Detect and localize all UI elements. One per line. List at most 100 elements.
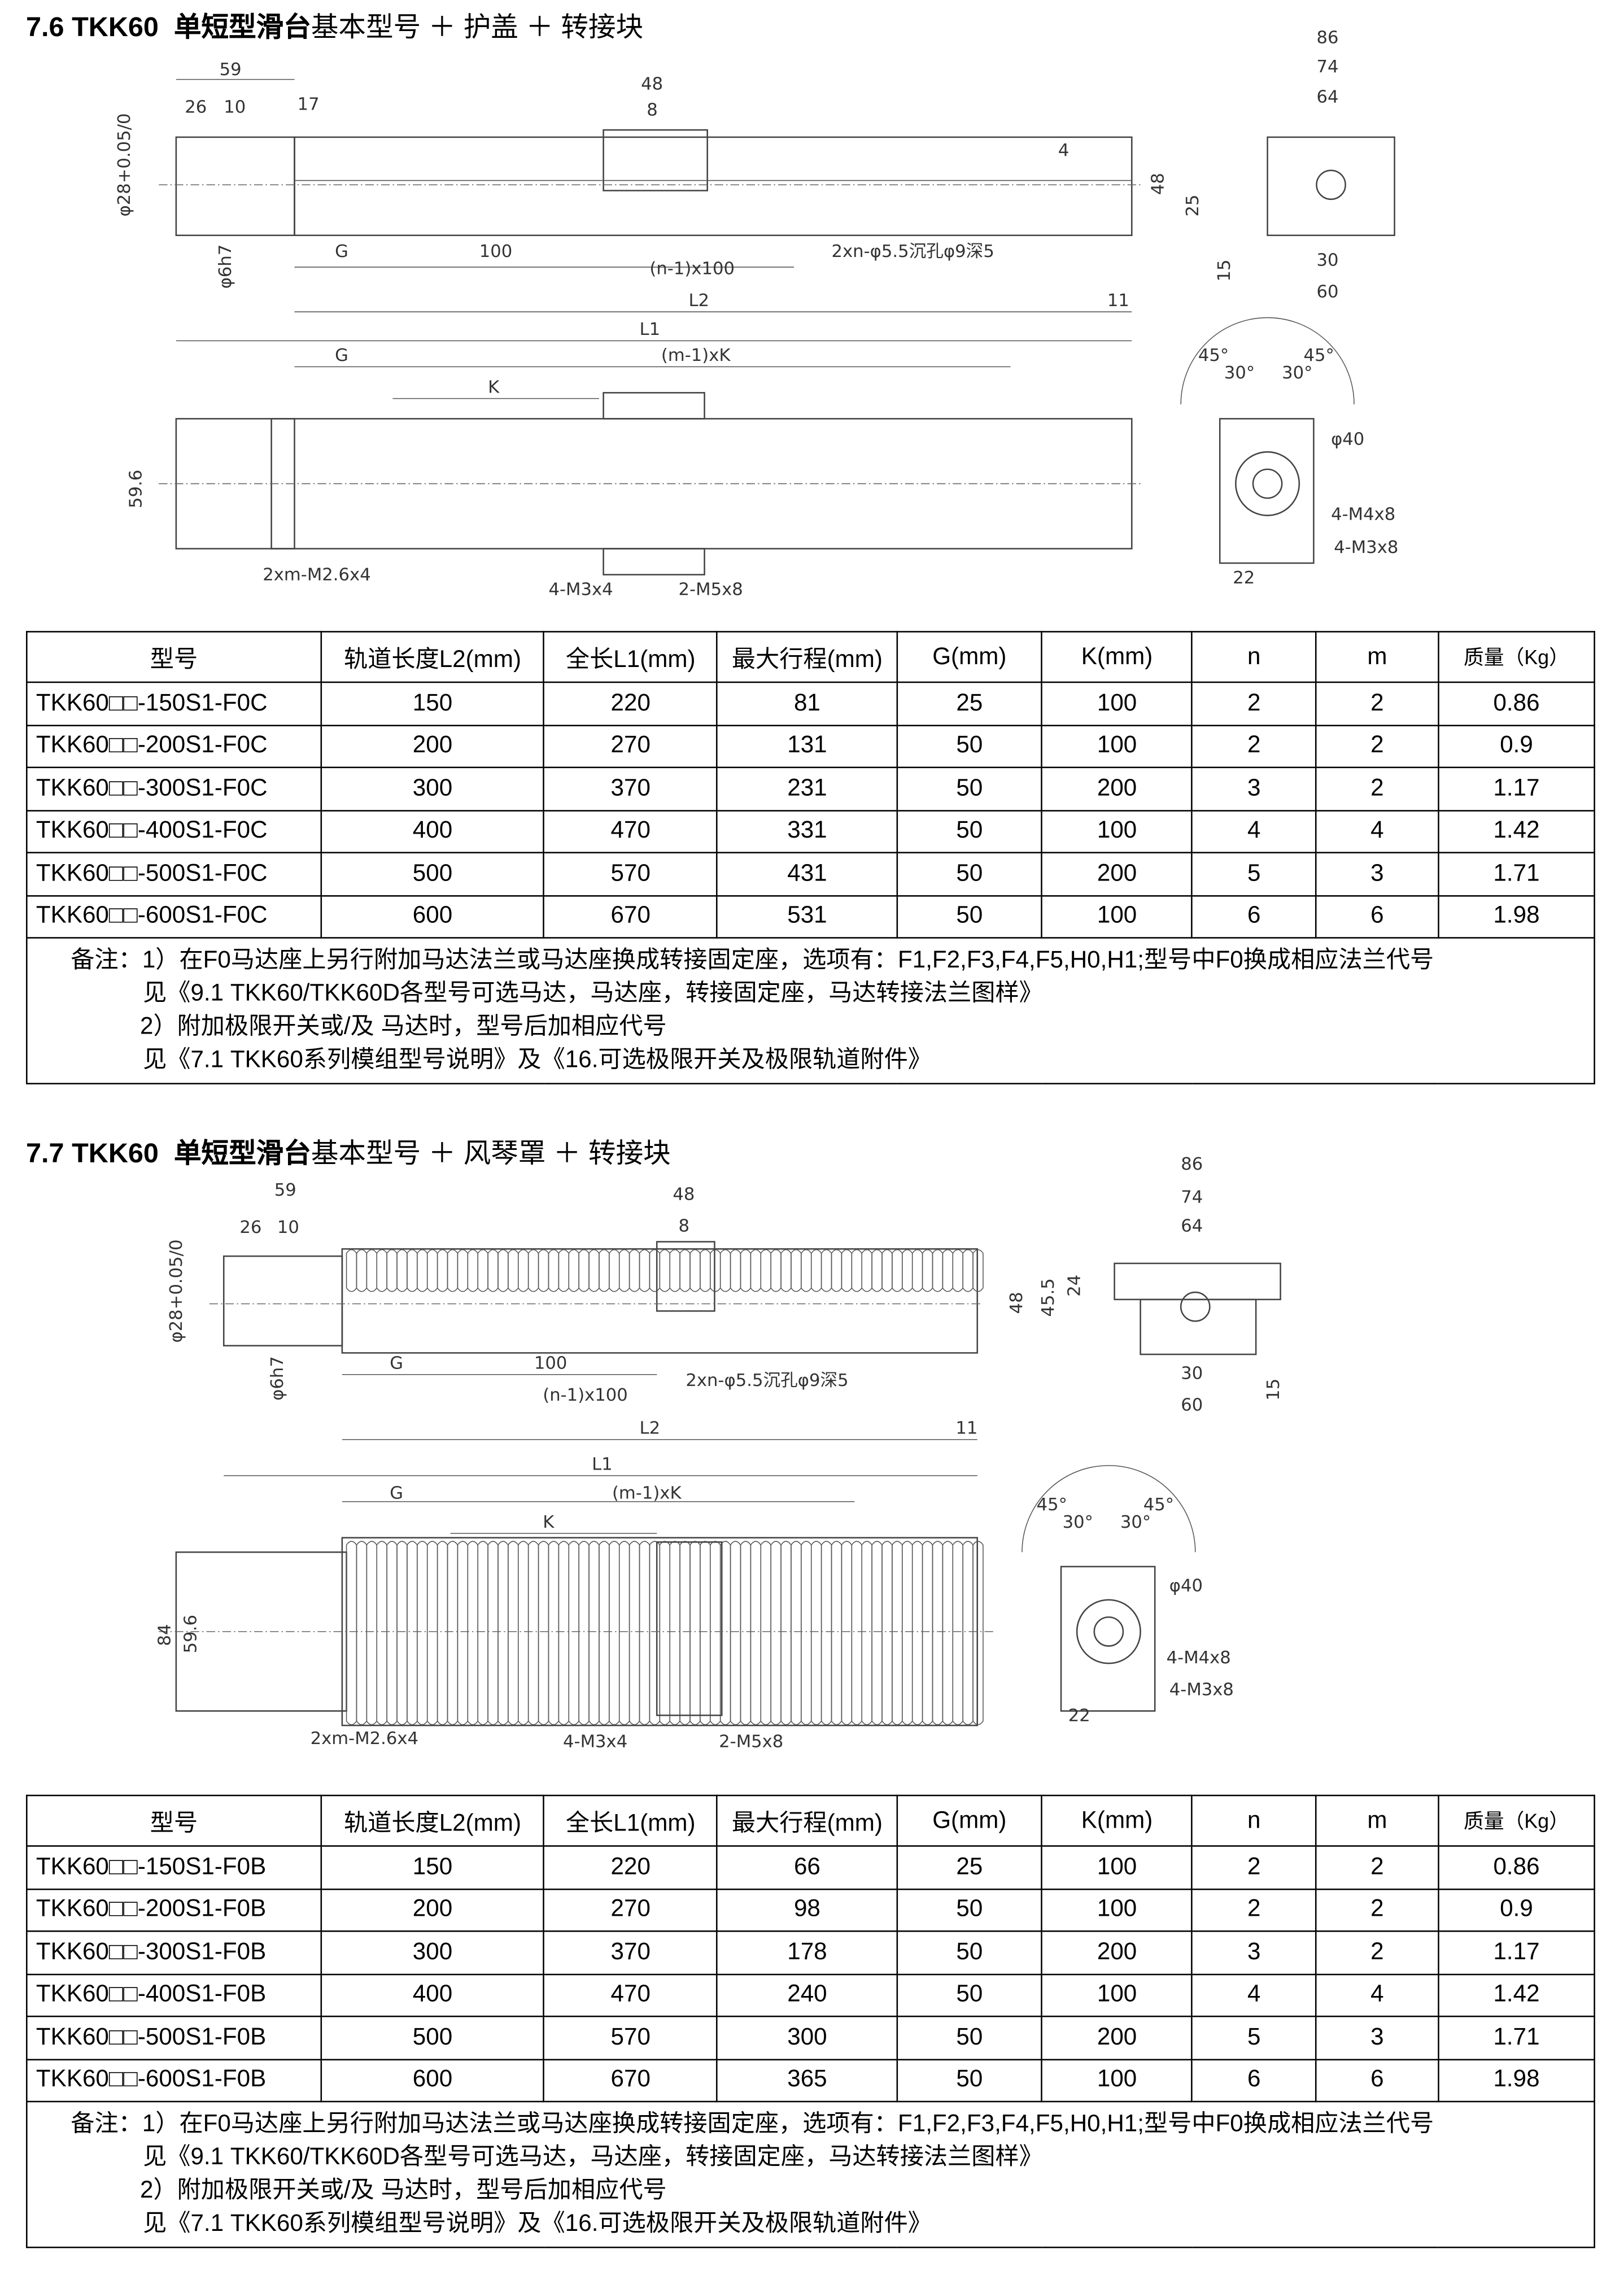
table-cell: 50 (896, 766, 1043, 811)
table-cell: 370 (543, 766, 718, 811)
angle-30b: 30° (1120, 1512, 1151, 1532)
table-cell: 500 (320, 2015, 545, 2060)
table-cell: 100 (1041, 1973, 1193, 2017)
dim-G2: G (335, 346, 348, 365)
table-cell: TKK60□□-300S1-F0C (26, 766, 322, 811)
table-cell: 6 (1191, 2058, 1317, 2103)
note-1: 备注：1）在F0马达座上另行附加马达法兰或马达座换成转接固定座，选项有：F1,F… (71, 947, 1434, 974)
table-cell: 2 (1315, 766, 1439, 811)
dim-holes: 2xn-φ5.5沉孔φ9深5 (686, 1371, 848, 1391)
table-cell: TKK60□□-500S1-F0C (26, 852, 322, 896)
dim-86: 86 (1317, 28, 1339, 48)
table-cell: 570 (543, 2015, 718, 2060)
table-cell: 50 (896, 1973, 1043, 2017)
column-header: K(mm) (1041, 1794, 1193, 1847)
column-header: 全长L1(mm) (543, 1794, 718, 1847)
table-cell: 1.71 (1438, 852, 1595, 896)
table-cell: 200 (320, 724, 545, 769)
column-header: n (1191, 1794, 1317, 1847)
table-cell: 0.86 (1438, 681, 1595, 726)
table-cell: 2 (1191, 724, 1317, 769)
label-m26: 2xm-M2.6x4 (263, 565, 370, 585)
table-cell: 5 (1191, 852, 1317, 896)
dim-59-6: 59.6 (181, 1615, 201, 1653)
table-cell: 1.71 (1438, 2015, 1595, 2060)
column-header: 轨道长度L2(mm) (320, 631, 545, 683)
table-cell: 331 (716, 809, 898, 853)
column-header: 最大行程(mm) (716, 631, 898, 683)
dim-e22: 22 (1068, 1706, 1090, 1725)
dim-17: 17 (298, 94, 320, 114)
dim-L1: L1 (592, 1455, 613, 1475)
table-cell: 300 (716, 2015, 898, 2060)
note-1-ref: 见《9.1 TKK60/TKK60D各型号可选马达，马达座，转接固定座，马达转接… (143, 2144, 1043, 2170)
dim-p40: φ40 (1169, 1576, 1203, 1596)
table-row: TKK60□□-500S1-F0C 500 570 431 50 200 5 3 1.71 (26, 852, 1595, 896)
table-cell: TKK60□□-200S1-F0C (26, 724, 322, 769)
dim-e25: 25 (1183, 194, 1203, 216)
table-cell: 600 (320, 894, 545, 939)
table-cell: TKK60□□-200S1-F0B (26, 1888, 322, 1932)
dim-11: 11 (1107, 291, 1129, 311)
table-cell: 50 (896, 2015, 1043, 2060)
dim-n: (n-1)x100 (543, 1385, 628, 1405)
drawing-7-7: 59 26 10 48 8 φ28+0.05/0 φ6h7 G 100 (n-1)x1… (155, 1154, 1284, 1752)
label-m4: 4-M4x8 (1331, 504, 1395, 524)
table-cell: 1.17 (1438, 766, 1595, 811)
table-cell: 400 (320, 1973, 545, 2017)
dim-e24: 24 (1064, 1275, 1084, 1297)
label-m4: 4-M4x8 (1167, 1648, 1231, 1668)
table-cell: 2 (1315, 1845, 1439, 1890)
table-cell: 220 (543, 1845, 718, 1890)
column-header: K(mm) (1041, 631, 1193, 683)
dim-L1: L1 (640, 320, 661, 339)
column-header: G(mm) (896, 631, 1043, 683)
table-cell: 1.98 (1438, 894, 1595, 939)
dim-L2: L2 (688, 291, 709, 311)
dim-p40: φ40 (1331, 429, 1364, 449)
dim-59: 59 (220, 60, 242, 80)
table-cell: 178 (716, 1930, 898, 1974)
table-cell: 500 (320, 852, 545, 896)
dim-10: 10 (277, 1218, 299, 1237)
table-cell: 0.86 (1438, 1845, 1595, 1890)
column-header: 型号 (26, 1794, 322, 1847)
table-cell: 431 (716, 852, 898, 896)
table-row: TKK60□□-300S1-F0C 300 370 231 50 200 3 2 1.17 (26, 766, 1595, 811)
dim-e15: 15 (1264, 1379, 1284, 1401)
table-cell: 300 (320, 766, 545, 811)
dim-86: 86 (1181, 1154, 1203, 1174)
dim-e30: 30 (1181, 1363, 1203, 1383)
dim-tol: φ28+0.05/0 (115, 113, 134, 216)
table-cell: 370 (543, 1930, 718, 1974)
table-cell: 200 (1041, 2015, 1193, 2060)
notes-row: 备注：1）在F0马达座上另行附加马达法兰或马达座换成转接固定座，选项有：F1,F… (26, 937, 1595, 1084)
table-cell: 2 (1315, 1930, 1439, 1974)
table-cell: 98 (716, 1888, 898, 1932)
label-m3b: 4-M3x8 (1334, 538, 1398, 557)
angle-30: 30° (1224, 363, 1255, 383)
dim-100: 100 (534, 1354, 567, 1374)
dim-48: 48 (673, 1184, 695, 1204)
dim-m: (m-1)xK (661, 346, 731, 365)
table-cell: 1.17 (1438, 1930, 1595, 1974)
dim-59-6: 59.6 (126, 470, 146, 508)
table-cell: 470 (543, 1973, 718, 2017)
table-cell: 270 (543, 1888, 718, 1932)
table-cell: 150 (320, 1845, 545, 1890)
table-cell: 4 (1315, 809, 1439, 853)
table-cell: 100 (1041, 1845, 1193, 1890)
note-2: 2）附加极限开关或/及 马达时，型号后加相应代号 (139, 2177, 667, 2204)
dim-26: 26 (185, 97, 207, 117)
table-row: TKK60□□-400S1-F0B 400 470 240 50 100 4 4 1.42 (26, 1973, 1595, 2017)
table-cell: 150 (320, 681, 545, 726)
table-cell: 240 (716, 1973, 898, 2017)
dim-L2: L2 (640, 1419, 661, 1439)
dim-tol: φ28+0.05/0 (167, 1240, 186, 1343)
dim-G: G (390, 1354, 403, 1374)
note-2: 2）附加极限开关或/及 马达时，型号后加相应代号 (139, 1013, 667, 1040)
bellows-cover (346, 1249, 984, 1292)
table-cell: 5 (1191, 2015, 1317, 2060)
table-cell: 50 (896, 1888, 1043, 1932)
angle-45b: 45° (1143, 1495, 1174, 1515)
